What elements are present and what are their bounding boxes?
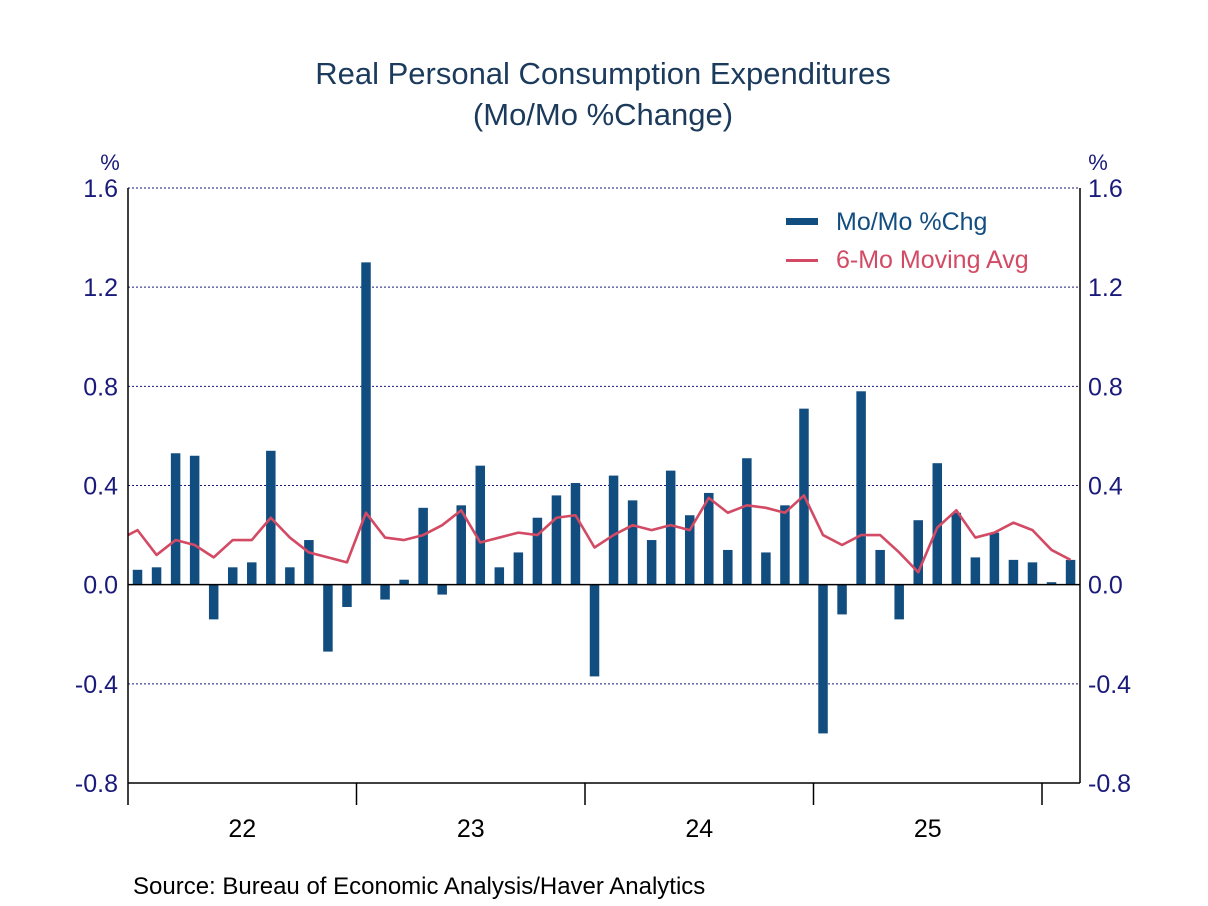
bar: [894, 584, 904, 620]
x-tick-label: 24: [685, 815, 713, 843]
bar: [704, 492, 714, 585]
bar: [227, 567, 238, 585]
bar: [646, 540, 657, 585]
bar: [761, 552, 771, 585]
bar: [247, 562, 257, 585]
bar: [1065, 559, 1076, 585]
bar: [780, 505, 790, 585]
bar: [437, 584, 447, 595]
bar: [723, 549, 733, 585]
line-series-6mo-avg: [127, 494, 1072, 574]
bar: [627, 500, 638, 585]
bar: [989, 532, 1000, 585]
bar: [189, 455, 200, 585]
x-tick-labels: 22 23 24 25: [228, 783, 1043, 843]
bar: [1027, 562, 1038, 585]
bar: [361, 262, 371, 585]
y-tick-label-right: -0.4: [1088, 671, 1131, 699]
bar: [132, 569, 143, 585]
bar: [285, 567, 295, 585]
y-tick-label-right: 1.2: [1088, 274, 1123, 302]
bar: [818, 584, 828, 734]
bar: [323, 584, 333, 652]
bar: [856, 391, 866, 585]
y-axis-unit-right: %: [1088, 150, 1108, 175]
bar: [665, 470, 676, 585]
bar: [418, 507, 428, 585]
y-tick-label-left: 1.6: [83, 175, 118, 203]
bar: [151, 567, 162, 585]
y-tick-label-right: -0.8: [1088, 770, 1131, 798]
y-tick-label-left: 0.0: [83, 572, 118, 600]
bar: [551, 495, 562, 585]
bar: [970, 557, 981, 585]
bar: [494, 567, 505, 585]
y-tick-labels: 1.6 1.6 1.2 1.2 0.8 0.8 0.4 0.4 0.0 0.0 -0.4 -0.4 -0…: [75, 175, 1131, 798]
legend-label-bars: Mo/Mo %Chg: [836, 208, 987, 236]
bar: [742, 458, 752, 585]
legend-swatch-bars: [786, 218, 818, 225]
bar: [304, 540, 314, 585]
bar: [208, 584, 219, 620]
bar: [589, 584, 600, 677]
y-tick-label-right: 0.0: [1088, 572, 1123, 600]
legend-label-line: 6-Mo Moving Avg: [836, 246, 1029, 274]
y-tick-label-left: -0.4: [75, 671, 118, 699]
bar: [951, 512, 962, 585]
bar: [1008, 559, 1019, 585]
bar: [913, 520, 923, 585]
bar: [513, 552, 524, 585]
bar: [932, 463, 943, 585]
x-tick-label: 23: [457, 815, 485, 843]
bar: [380, 584, 390, 600]
y-tick-label-left: 1.2: [83, 274, 118, 302]
bar: [684, 515, 695, 585]
bar: [837, 584, 847, 615]
bar: [875, 549, 885, 585]
legend: Mo/Mo %Chg 6-Mo Moving Avg: [786, 208, 1029, 274]
bar: [456, 505, 466, 585]
chart-title: Real Personal Consumption Expenditures: [315, 56, 891, 91]
y-tick-label-left: 0.4: [83, 473, 118, 501]
y-tick-label-right: 0.8: [1088, 373, 1123, 401]
legend-swatch-line: [786, 259, 818, 262]
y-tick-label-right: 0.4: [1088, 473, 1123, 501]
source-note: Source: Bureau of Economic Analysis/Have…: [133, 873, 705, 900]
y-tick-label-left: -0.8: [75, 770, 118, 798]
axes: [127, 188, 1081, 805]
chart-subtitle: (Mo/Mo %Change): [473, 97, 733, 132]
y-tick-label-left: 0.8: [83, 373, 118, 401]
bar: [475, 465, 486, 585]
bar: [170, 453, 181, 585]
bar: [608, 475, 619, 585]
gridlines: [128, 187, 1080, 685]
x-tick-label: 25: [914, 815, 942, 843]
bar-series-mo-mo-chg: [132, 262, 1076, 734]
bar: [570, 483, 581, 585]
bar: [1046, 582, 1057, 585]
y-tick-label-right: 1.6: [1088, 175, 1123, 203]
y-axis-unit-left: %: [100, 150, 120, 175]
bar: [532, 517, 543, 585]
moving-average-line: [127, 494, 1072, 574]
bar: [342, 584, 352, 607]
x-tick-label: 22: [228, 815, 256, 843]
bar: [399, 579, 409, 585]
